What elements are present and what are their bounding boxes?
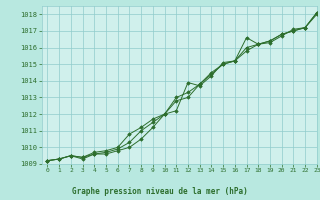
Text: Graphe pression niveau de la mer (hPa): Graphe pression niveau de la mer (hPa) <box>72 187 248 196</box>
